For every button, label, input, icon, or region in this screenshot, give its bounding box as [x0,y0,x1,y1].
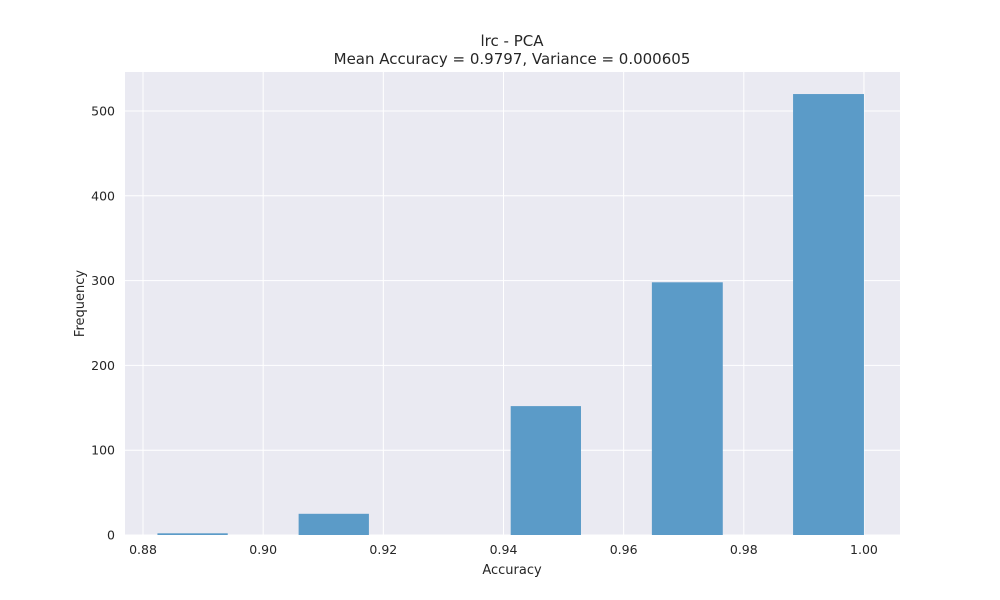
grid-lines [125,72,900,536]
histogram-bars [157,94,864,536]
histogram-bar [651,282,723,535]
x-tick-label: 0.90 [249,542,277,557]
histogram-bar [793,94,864,536]
y-tick-label: 300 [91,273,115,288]
y-tick-label: 500 [91,104,115,119]
y-tick-label: 400 [91,188,115,203]
chart-subtitle: Mean Accuracy = 0.9797, Variance = 0.000… [334,50,691,68]
x-tick-labels: 0.88 0.90 0.92 0.94 0.96 0.98 1.00 [129,542,878,557]
x-tick-label: 0.92 [369,542,397,557]
histogram-bar [510,406,581,535]
y-tick-label: 100 [91,443,115,458]
y-axis-label: Frequency [73,270,88,337]
chart-title: lrc - PCA [481,32,545,50]
x-tick-label: 1.00 [850,542,878,557]
histogram-bar [298,513,369,535]
x-axis-label: Accuracy [482,563,542,578]
x-tick-label: 0.94 [490,542,518,557]
x-tick-label: 0.98 [730,542,758,557]
y-tick-label: 0 [107,528,115,543]
x-tick-label: 0.88 [129,542,157,557]
y-tick-label: 200 [91,358,115,373]
histogram-bar [157,533,228,535]
y-tick-labels: 0 100 200 300 400 500 [91,104,115,543]
x-tick-label: 0.96 [610,542,638,557]
